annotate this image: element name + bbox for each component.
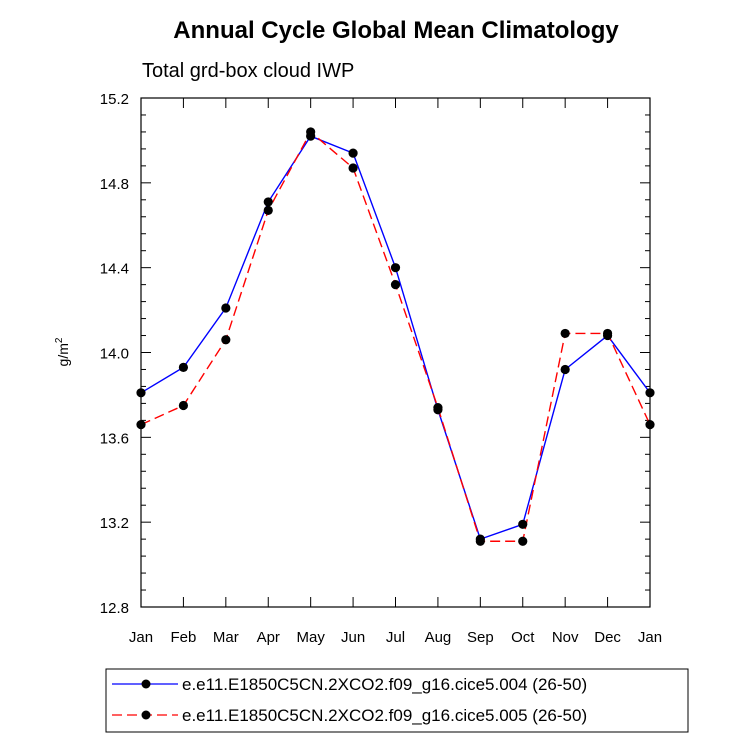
x-tick-label: Jan xyxy=(129,629,153,646)
series-2-point xyxy=(136,420,146,430)
series-2-point xyxy=(433,403,443,413)
series-2-point xyxy=(178,400,189,411)
y-tick-label: 14.8 xyxy=(100,176,129,193)
legend-box xyxy=(105,668,689,733)
legend-marker-series-1 xyxy=(141,679,151,689)
series-2-point xyxy=(348,163,358,173)
series-2-point xyxy=(518,536,528,546)
series-1-point xyxy=(645,388,655,398)
legend-label-series-1: e.e11.E1850C5CN.2XCO2.f09_g16.cice5.004 … xyxy=(182,675,587,694)
series-2-point xyxy=(602,328,613,339)
series-2-point xyxy=(263,205,273,216)
plot-axes: 12.8 13.2 13.6 14.0 14.4 14.8 15.2 Jan Feb Mar Apr… xyxy=(100,91,662,646)
y-axis-label-text: g/m xyxy=(55,343,71,366)
y-tick-label: 13.2 xyxy=(100,515,129,532)
y-tick-label: 12.8 xyxy=(100,600,129,617)
x-tick-label: May xyxy=(296,629,325,646)
series-1-point xyxy=(390,263,401,273)
series-1-point xyxy=(518,519,528,529)
series-2-point xyxy=(645,420,655,430)
series-2-point xyxy=(560,328,570,339)
x-tick-label: Sep xyxy=(467,629,494,646)
series-1-point xyxy=(263,197,273,207)
x-tick-label: Jul xyxy=(386,629,405,646)
x-tick-label: Oct xyxy=(511,629,535,646)
series-1-point xyxy=(178,362,189,372)
legend-marker-series-2 xyxy=(141,710,151,720)
y-tick-label: 14.0 xyxy=(100,346,129,363)
x-tick-label: Jan xyxy=(638,629,662,646)
y-tick-label: 13.6 xyxy=(100,430,129,447)
series-1-point xyxy=(560,364,570,375)
series-line-1 xyxy=(140,135,651,541)
x-tick-label: Nov xyxy=(552,629,579,646)
x-tick-label: Mar xyxy=(213,629,239,646)
legend: e.e11.E1850C5CN.2XCO2.f09_g16.cice5.004 … xyxy=(105,668,689,733)
series-1-point xyxy=(221,303,231,313)
chart-subtitle: Total grd-box cloud IWP xyxy=(142,60,354,82)
y-axis-label-superscript: 2 xyxy=(54,337,65,343)
series-line-2 xyxy=(140,130,651,542)
legend-label-series-2: e.e11.E1850C5CN.2XCO2.f09_g16.cice5.005 … xyxy=(182,706,587,725)
x-tick-label: Dec xyxy=(594,629,621,646)
y-axis-label: g/m2 xyxy=(54,337,71,366)
series-2-point xyxy=(475,536,485,546)
series-2-point xyxy=(221,335,231,345)
series-2-point xyxy=(390,280,401,290)
series-2-point xyxy=(306,127,316,137)
chart-title: Annual Cycle Global Mean Climatology xyxy=(173,17,619,44)
y-tick-label: 15.2 xyxy=(100,91,129,108)
x-tick-label: Aug xyxy=(425,629,452,646)
series-layer xyxy=(136,127,655,546)
series-1-point xyxy=(136,388,146,398)
series-1-point xyxy=(348,148,358,158)
x-tick-label: Apr xyxy=(257,629,280,646)
x-tick-label: Jun xyxy=(341,629,365,646)
x-tick-label: Feb xyxy=(170,629,196,646)
y-tick-label: 14.4 xyxy=(100,261,129,278)
